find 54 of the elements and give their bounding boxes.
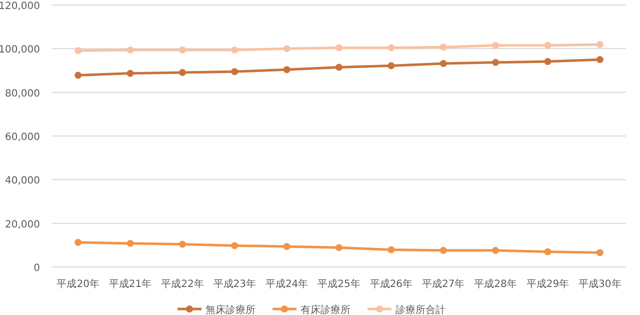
- point: [126, 240, 134, 247]
- x-tick-label: 平成26年: [370, 278, 413, 290]
- y-tick-label: 80,000: [5, 88, 40, 100]
- y-tick-label: 100,000: [0, 44, 40, 56]
- point: [492, 58, 500, 66]
- point: [492, 246, 500, 254]
- point: [336, 44, 342, 52]
- point: [440, 44, 447, 51]
- x-tick-label: 平成27年: [422, 278, 465, 290]
- point: [544, 58, 552, 66]
- point: [178, 68, 186, 76]
- y-tick-label: 0: [34, 263, 40, 274]
- x-tick-label: 平成21年: [108, 278, 152, 290]
- x-tick-label: 平成28年: [474, 278, 517, 290]
- x-tick-label: 平成25年: [318, 278, 360, 290]
- point: [336, 64, 342, 71]
- x-tick-label: 平成29年: [526, 278, 570, 290]
- x-tick-label: 平成22年: [161, 278, 204, 290]
- point: [74, 238, 82, 246]
- point: [544, 42, 552, 49]
- x-tick-label: 平成23年: [213, 278, 256, 290]
- point: [336, 244, 342, 252]
- point: [596, 41, 604, 48]
- point: [178, 46, 186, 54]
- y-tick-label: 20,000: [5, 219, 40, 230]
- point: [440, 246, 447, 254]
- legend-label: 有床診療所: [300, 304, 350, 315]
- point: [231, 46, 238, 54]
- point: [544, 248, 552, 256]
- point: [178, 240, 186, 248]
- point: [283, 45, 290, 52]
- x-tick-label: 平成20年: [56, 278, 100, 290]
- point: [231, 242, 238, 250]
- point: [283, 66, 290, 74]
- point: [388, 246, 395, 254]
- point: [440, 60, 447, 68]
- point: [74, 47, 82, 54]
- point: [283, 242, 290, 250]
- y-tick-label: 120,000: [0, 1, 40, 12]
- y-tick-label: 40,000: [5, 176, 40, 187]
- point: [388, 44, 395, 52]
- point: [388, 62, 395, 70]
- point: [231, 68, 238, 76]
- legend-label: 無床診療所: [206, 304, 256, 315]
- legend-label: 診療所合計: [396, 304, 446, 315]
- point: [126, 70, 134, 77]
- point: [74, 72, 82, 79]
- x-tick-label: 平成30年: [578, 278, 622, 290]
- point: [492, 42, 500, 49]
- y-tick-label: 60,000: [5, 132, 40, 143]
- point: [596, 56, 604, 64]
- point: [126, 46, 134, 54]
- x-tick-label: 平成24年: [265, 278, 308, 290]
- point: [596, 249, 604, 256]
